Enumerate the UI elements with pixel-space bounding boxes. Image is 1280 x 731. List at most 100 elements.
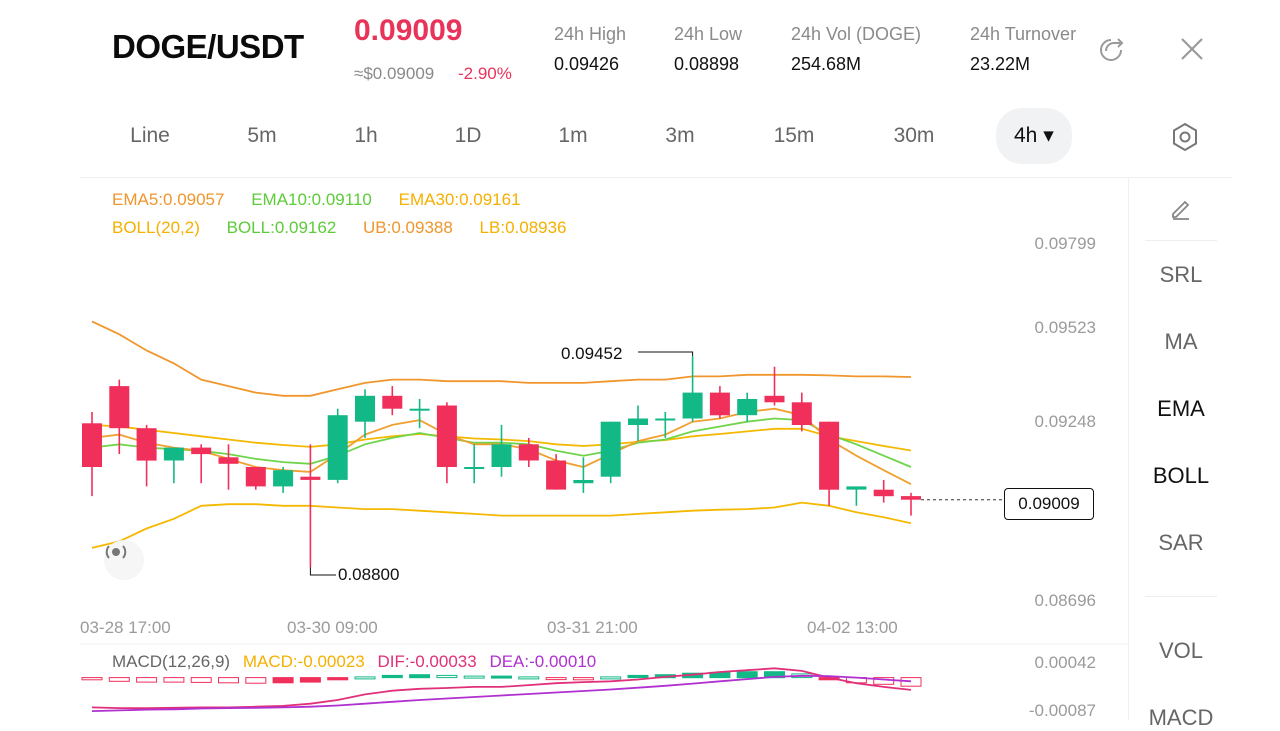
- tab-4h[interactable]: 4h ▾: [996, 108, 1072, 164]
- candle-body: [163, 447, 184, 461]
- ticker-header: DOGE/USDT 0.09009 ≈$0.09009 -2.90% 24h H…: [80, 0, 1280, 100]
- indicator-ema[interactable]: EMA: [1157, 396, 1205, 421]
- stat-volume: 24h Vol (DOGE) 254.68M: [791, 24, 921, 75]
- candle-body: [491, 444, 512, 467]
- macd-histogram-bar: [900, 677, 922, 687]
- macd-histogram-bar: [518, 676, 540, 680]
- stat-label: 24h Vol (DOGE): [791, 24, 922, 44]
- x-tick-label: 03-31 21:00: [547, 618, 638, 637]
- stat-label: 24h Low: [674, 24, 743, 44]
- indicator-ma[interactable]: MA: [1164, 329, 1198, 354]
- tab-5m[interactable]: 5m: [247, 124, 277, 147]
- macd-histogram-bar: [409, 674, 431, 679]
- legend-dea: DEA:-0.00010: [489, 652, 597, 671]
- macd-dif-line: [91, 667, 912, 709]
- last-price: 0.09009: [354, 14, 463, 47]
- macd-histogram-bar: [108, 677, 130, 682]
- left-strip: [0, 0, 80, 720]
- macd-dea-line: [91, 674, 912, 712]
- x-tick-label: 03-30 09:00: [287, 618, 378, 637]
- legend-boll-mid: BOLL:0.09162: [226, 218, 337, 237]
- chart-mode-icon[interactable]: [104, 540, 144, 580]
- tab-1d[interactable]: 1D: [454, 124, 482, 147]
- stat-value: 0.09426: [554, 54, 620, 74]
- last-price-marker: 0.09009: [1004, 488, 1094, 520]
- candle-body: [901, 496, 921, 500]
- tab-1h[interactable]: 1h: [354, 124, 378, 147]
- legend-ema10: EMA10:0.09110: [251, 190, 372, 209]
- macd-histogram-bar: [81, 677, 103, 681]
- stat-high: 24h High 0.09426: [554, 24, 626, 75]
- stat-label: 24h High: [554, 24, 627, 44]
- candle-body: [873, 489, 894, 497]
- indicator-vol[interactable]: VOL: [1158, 638, 1204, 663]
- candle-body: [819, 421, 840, 490]
- price-chart[interactable]: EMA5:0.09057 EMA10:0.09110 EMA30:0.09161…: [80, 178, 1128, 720]
- stat-label: 24h Turnover: [970, 24, 1077, 44]
- interval-tabs: Line 5m 1h 1D 1m 3m 15m 30m 4h ▾: [80, 108, 1232, 168]
- legend-ema5: EMA5:0.09057: [112, 190, 225, 209]
- macd-histogram-bar: [245, 677, 267, 684]
- legend-macd: MACD:-0.00023: [242, 652, 365, 671]
- macd-histogram-bar: [354, 676, 376, 680]
- draw-pencil-icon[interactable]: [1167, 194, 1195, 222]
- boll-upper-line: [91, 320, 912, 397]
- tab-30m[interactable]: 30m: [893, 124, 935, 147]
- macd-histogram-bar: [272, 677, 294, 684]
- boll-lower-line: [91, 501, 912, 549]
- candle-body: [628, 418, 648, 425]
- candle-body: [764, 395, 785, 403]
- candle-body: [846, 486, 867, 490]
- share-icon[interactable]: [1095, 32, 1129, 66]
- header-divider: [80, 177, 1232, 178]
- close-icon[interactable]: [1175, 32, 1209, 66]
- stat-value: 0.08898: [674, 54, 740, 74]
- candle-body: [300, 476, 321, 480]
- candle-body: [573, 480, 594, 484]
- indicator-srl[interactable]: SRL: [1159, 262, 1203, 287]
- usd-approx-price: ≈$0.09009: [354, 64, 435, 83]
- stat-low: 24h Low 0.08898: [674, 24, 742, 75]
- macd-y-tick-label: 0.00042: [1034, 653, 1096, 672]
- candle-body: [109, 386, 130, 429]
- macd-histogram-bar: [190, 677, 212, 683]
- low-annotation: 0.08800: [338, 565, 400, 585]
- legend-ema30: EMA30:0.09161: [398, 190, 521, 209]
- macd-histogram-bar: [463, 675, 485, 679]
- panel-divider: [1145, 240, 1217, 241]
- high-leader-line: [638, 351, 694, 357]
- candle-body: [273, 470, 294, 487]
- indicator-boll[interactable]: BOLL: [1152, 463, 1210, 488]
- y-tick-label: 0.09523: [1034, 318, 1096, 337]
- tab-1m[interactable]: 1m: [558, 124, 588, 147]
- candle-body: [518, 444, 539, 461]
- macd-histogram-bar: [381, 674, 403, 679]
- legend-macd-name: MACD(12,26,9): [112, 652, 231, 671]
- macd-histogram-bar: [299, 677, 321, 683]
- candle-body: [682, 392, 703, 419]
- stat-turnover: 24h Turnover 23.22M: [970, 24, 1090, 75]
- candle-body: [327, 415, 348, 480]
- macd-histogram-bar: [218, 677, 239, 684]
- y-tick-label: 0.09799: [1034, 234, 1096, 253]
- tab-3m[interactable]: 3m: [665, 124, 695, 147]
- macd-histogram-bar: [163, 677, 185, 683]
- tab-15m[interactable]: 15m: [773, 124, 815, 147]
- indicator-sar[interactable]: SAR: [1158, 530, 1204, 555]
- candle-body: [600, 421, 621, 477]
- candle-body: [546, 460, 567, 490]
- macd-histogram-bar: [627, 674, 649, 679]
- legend-ub: UB:0.09388: [363, 218, 453, 237]
- indicator-legend-row-2: BOLL(20,2) BOLL:0.09162 UB:0.09388 LB:0.…: [112, 218, 567, 238]
- chart-settings-icon[interactable]: [1168, 120, 1202, 154]
- macd-legend: MACD(12,26,9) MACD:-0.00023 DIF:-0.00033…: [112, 652, 596, 672]
- tab-line[interactable]: Line: [130, 124, 170, 147]
- indicator-legend-row-1: EMA5:0.09057 EMA10:0.09110 EMA30:0.09161: [112, 190, 521, 210]
- pair-title: DOGE/USDT: [112, 28, 304, 65]
- panel-divider: [1145, 596, 1217, 597]
- indicator-macd[interactable]: MACD: [1148, 705, 1214, 730]
- legend-lb: LB:0.08936: [479, 218, 567, 237]
- macd-histogram-bar: [736, 671, 758, 679]
- macd-histogram-bar: [436, 674, 458, 679]
- chart-canvas[interactable]: [80, 178, 1128, 720]
